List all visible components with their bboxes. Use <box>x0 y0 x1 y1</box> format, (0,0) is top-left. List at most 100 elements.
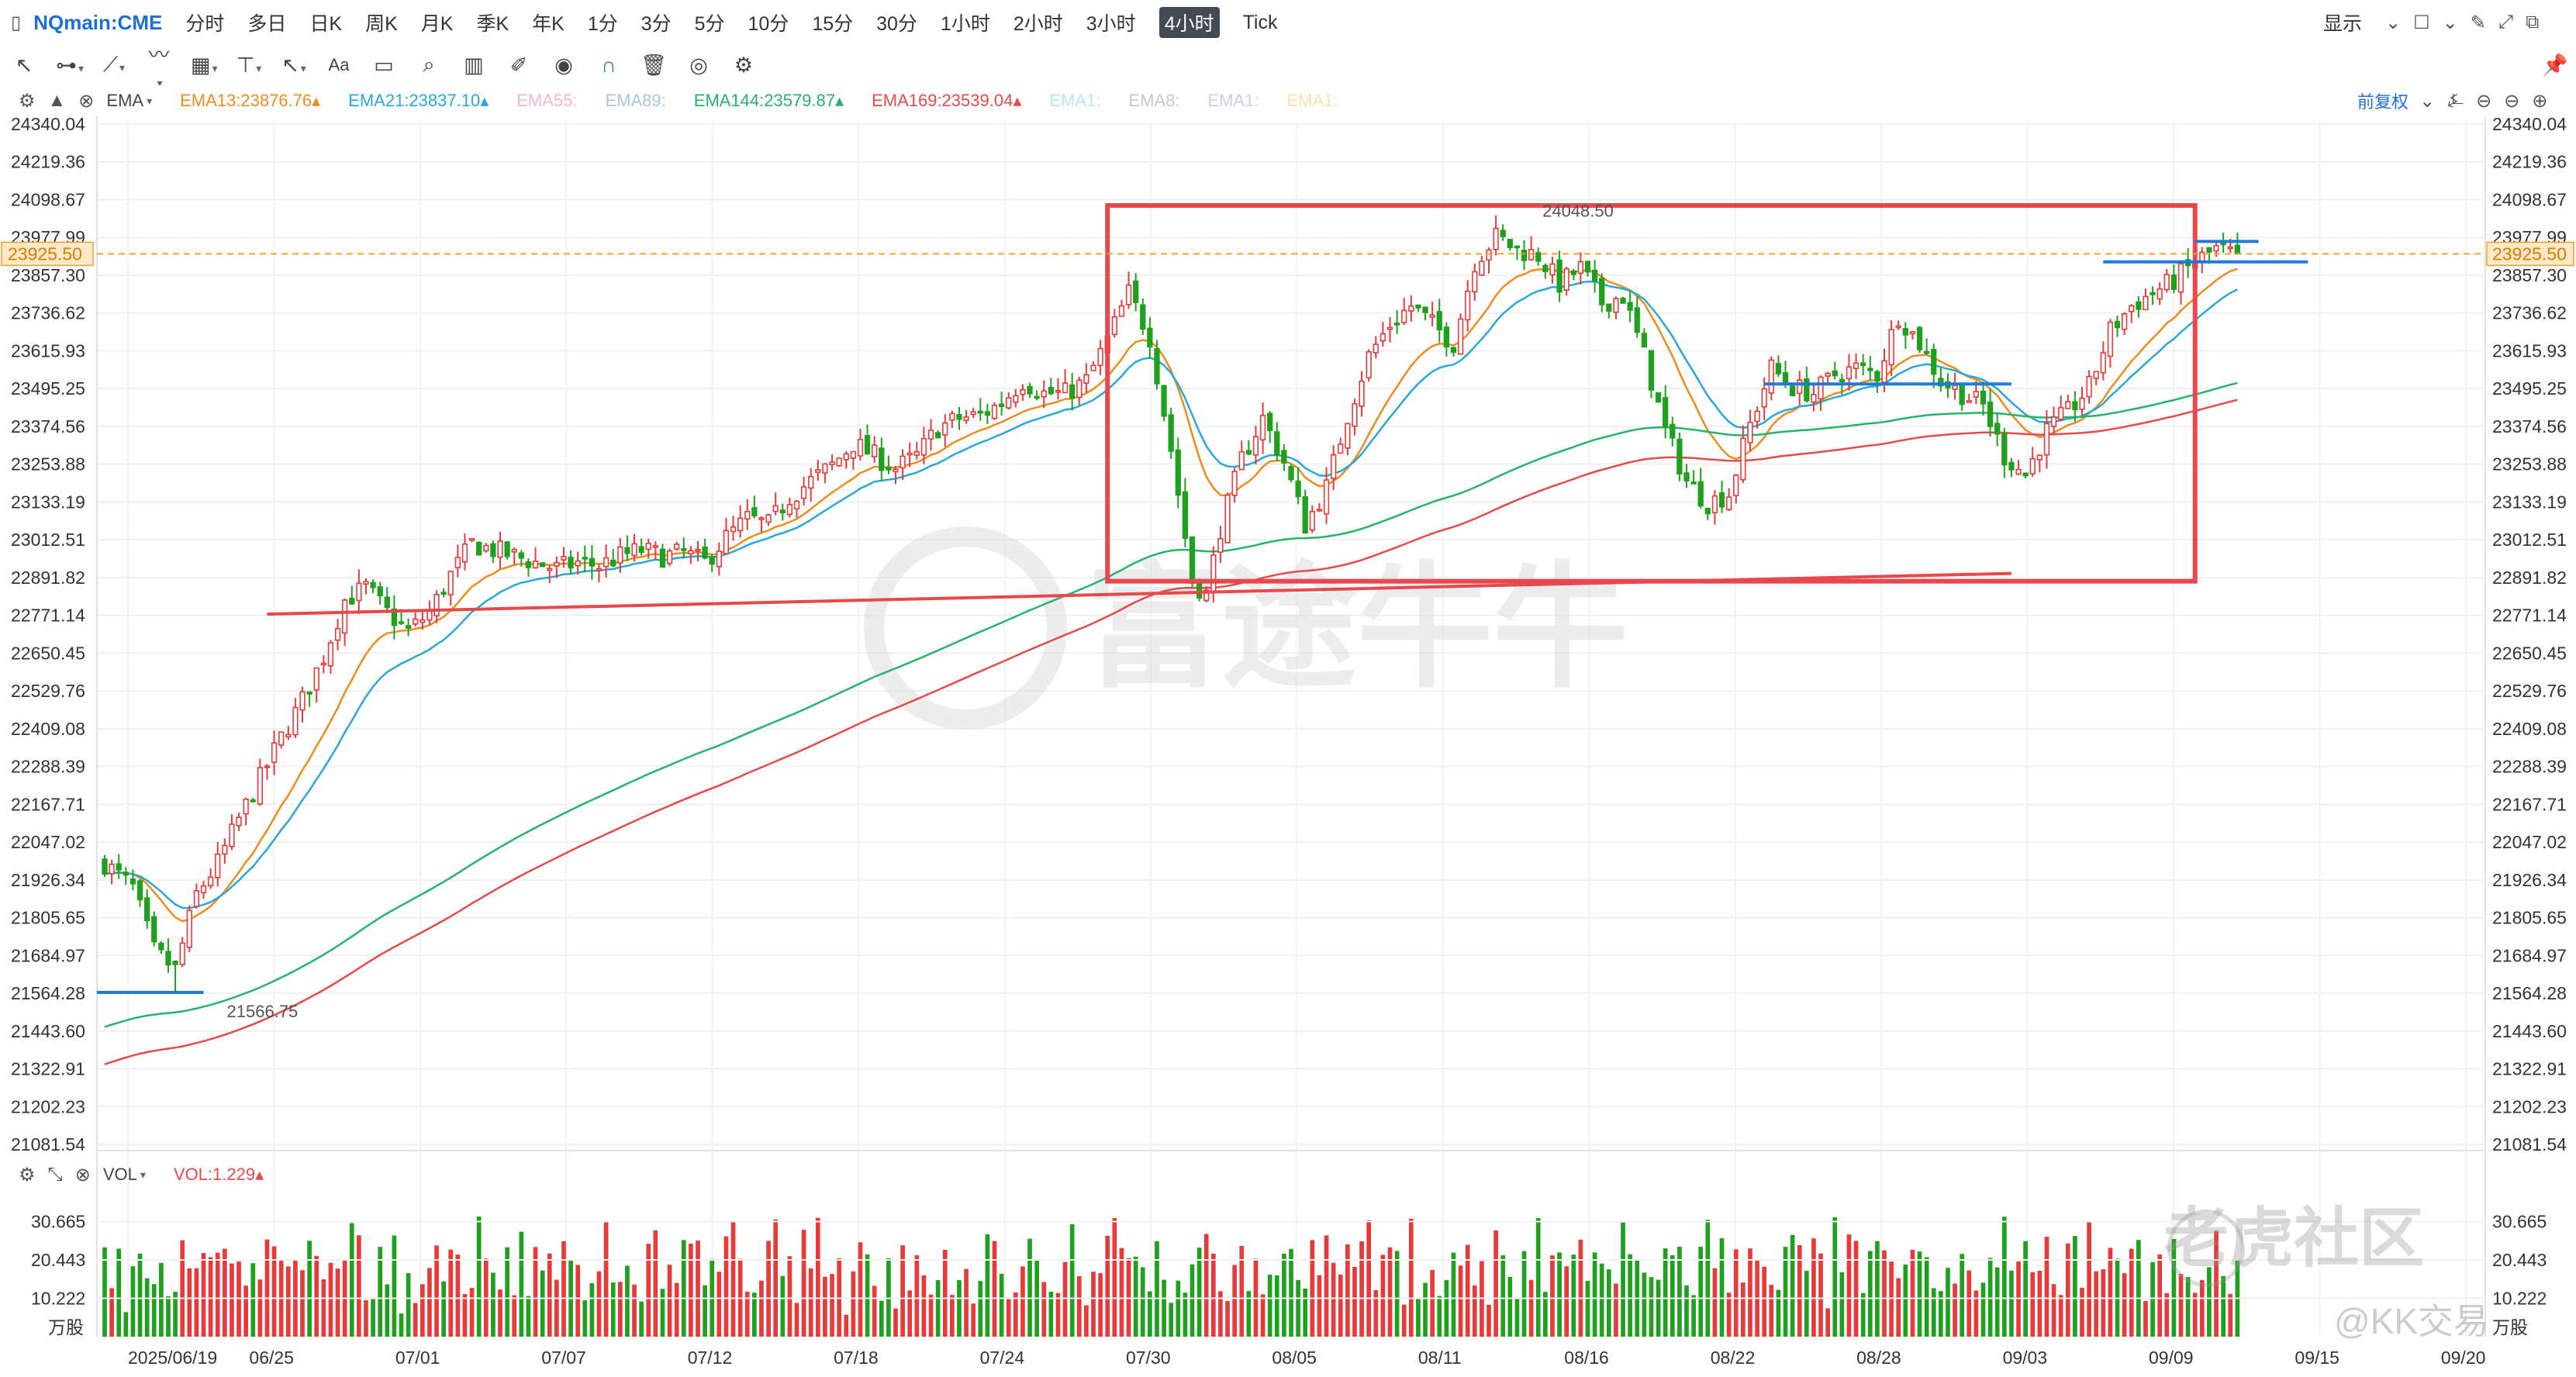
timeframe-tab-5[interactable]: 季K <box>476 13 509 35</box>
volume-bar <box>1846 1234 1852 1337</box>
candle <box>1175 437 1181 509</box>
layers-icon[interactable]: ◎ <box>689 53 708 77</box>
trash-icon[interactable]: 🗑 <box>641 53 668 77</box>
timeframe-tab-12[interactable]: 30分 <box>876 13 917 35</box>
magnet-icon[interactable]: ∩ <box>601 53 616 77</box>
candle <box>1076 376 1083 406</box>
timeframe-tab-10[interactable]: 10分 <box>748 13 789 35</box>
candle-body <box>1175 449 1181 496</box>
candle <box>1055 378 1062 400</box>
timeframe-tab-0[interactable]: 分时 <box>185 13 225 35</box>
eye-icon[interactable]: ◉ <box>554 53 573 77</box>
candle <box>942 414 948 447</box>
adjust-dropdown-icon[interactable]: ⌄ <box>2419 90 2436 112</box>
timeframe-tab-7[interactable]: 1分 <box>587 13 618 35</box>
volume-indicator-name[interactable]: VOL <box>102 1165 137 1184</box>
fullscreen-icon[interactable]: ⤢ <box>2498 12 2514 33</box>
line-tool-icon[interactable]: ⊶ ▾ <box>56 53 85 77</box>
arrow-tool-icon[interactable]: ↖ ▾ <box>281 53 306 77</box>
display-menu[interactable]: 显示 <box>2323 13 2363 35</box>
candle-body <box>1768 359 1774 394</box>
vertical-line-tool-icon[interactable]: ⊤ ▾ <box>236 53 262 77</box>
candle <box>589 545 596 580</box>
timeframe-tab-15[interactable]: 3小时 <box>1086 13 1136 35</box>
gear-icon[interactable]: ⚙ <box>734 53 754 77</box>
candle-body <box>1761 388 1767 408</box>
volume-bar <box>1380 1254 1386 1337</box>
indicator-settings-icon[interactable]: ⚙ <box>19 90 36 112</box>
collapse-icon[interactable]: ⊖ <box>2504 90 2520 112</box>
candle <box>1726 488 1732 511</box>
zoom-icon[interactable]: ⌕ <box>423 53 435 76</box>
timeframe-tab-9[interactable]: 5分 <box>694 13 725 35</box>
timeframe-tab-8[interactable]: 3分 <box>641 13 672 35</box>
timeframe-tab-6[interactable]: 年K <box>532 13 565 35</box>
measure-tool-icon[interactable]: ▦ ▾ <box>191 53 218 77</box>
timeframe-tab-3[interactable]: 周K <box>365 13 398 35</box>
timeframe-tab-17[interactable]: Tick <box>1242 11 1278 33</box>
candle <box>1238 440 1245 471</box>
cursor-icon[interactable]: ↖ <box>15 53 33 77</box>
adjust-mode[interactable]: 前复权 <box>2357 92 2409 112</box>
comment-icon[interactable]: ▭ <box>374 53 394 77</box>
candle-body <box>1916 326 1923 350</box>
layout-dropdown-icon[interactable]: ⌄ <box>2442 12 2458 33</box>
text-tool-icon[interactable]: Aa <box>328 55 350 74</box>
candle-body <box>1429 314 1435 318</box>
candle-body <box>2029 457 2036 475</box>
indicator-visibility-icon[interactable]: ▲ <box>47 90 67 111</box>
display-dropdown-icon[interactable]: ⌄ <box>2385 12 2402 33</box>
candle-body <box>1436 311 1442 331</box>
candle <box>1422 306 1428 321</box>
chart-type-icon[interactable]: ▥ <box>464 53 484 77</box>
symbol-label[interactable]: NQmain:CME <box>33 10 163 34</box>
log-scale-icon[interactable]: ⍼ <box>2447 90 2464 111</box>
price-tick-right-11: 23012.51 <box>2492 530 2567 550</box>
candle <box>1133 273 1139 312</box>
timeframe-tab-4[interactable]: 月K <box>420 13 454 35</box>
volume-close-icon[interactable]: ⊗ <box>74 1164 91 1185</box>
pattern-tool-icon[interactable]: 〰▾ <box>148 43 170 89</box>
volume-resize-icon[interactable]: ⤡ <box>47 1164 63 1185</box>
volume-bar <box>1487 1304 1491 1337</box>
candle <box>2001 427 2008 478</box>
indicator-close-icon[interactable]: ⊗ <box>78 90 95 112</box>
expand-icon[interactable]: ⊕ <box>2532 90 2548 112</box>
candle <box>1380 322 1386 347</box>
volume-bar <box>554 1279 559 1337</box>
volume-dropdown-icon[interactable]: ▾ <box>140 1168 146 1181</box>
timeframe-tab-16[interactable]: 4小时 <box>1159 7 1220 38</box>
layout-icon[interactable]: ☐ <box>2413 12 2430 33</box>
candle-body <box>1733 475 1739 496</box>
volume-bar <box>744 1292 750 1337</box>
volume-settings-icon[interactable]: ⚙ <box>19 1164 36 1185</box>
candle-body <box>1959 385 1965 406</box>
timeframe-tab-13[interactable]: 1小时 <box>940 13 990 35</box>
price-tick-right-1: 24219.36 <box>2492 152 2567 172</box>
pen-tool-icon[interactable]: ⟋ ▾ <box>103 53 125 76</box>
volume-bar <box>808 1268 813 1337</box>
popout-icon[interactable]: ⧉ <box>2526 12 2540 33</box>
timeframe-tab-2[interactable]: 日K <box>309 13 343 35</box>
brush-icon[interactable]: ✐ <box>509 53 528 77</box>
indicator-dropdown-icon[interactable]: ▾ <box>147 94 153 107</box>
volume-bar <box>1303 1288 1308 1337</box>
timeframe-tab-1[interactable]: 多日 <box>247 13 287 35</box>
sidebar-toggle-icon[interactable]: ▯ <box>11 12 22 33</box>
timeframe-tab-11[interactable]: 15分 <box>812 13 854 35</box>
candle-body <box>1366 350 1372 379</box>
candle-body <box>1048 387 1054 395</box>
indicator-name[interactable]: EMA <box>106 91 144 110</box>
pin-icon[interactable]: 📌 <box>2542 53 2568 77</box>
minimize-icon[interactable]: ⊖ <box>2476 90 2492 112</box>
candle <box>864 424 871 455</box>
timeframe-tab-14[interactable]: 2小时 <box>1013 13 1063 35</box>
volume-bar <box>237 1261 241 1337</box>
candle <box>779 503 786 521</box>
volume-bar <box>1352 1267 1357 1337</box>
volume-bar <box>285 1266 291 1337</box>
candle-body <box>1393 323 1400 326</box>
volume-bar <box>1825 1308 1830 1337</box>
edit-icon[interactable]: ✎ <box>2470 12 2486 33</box>
